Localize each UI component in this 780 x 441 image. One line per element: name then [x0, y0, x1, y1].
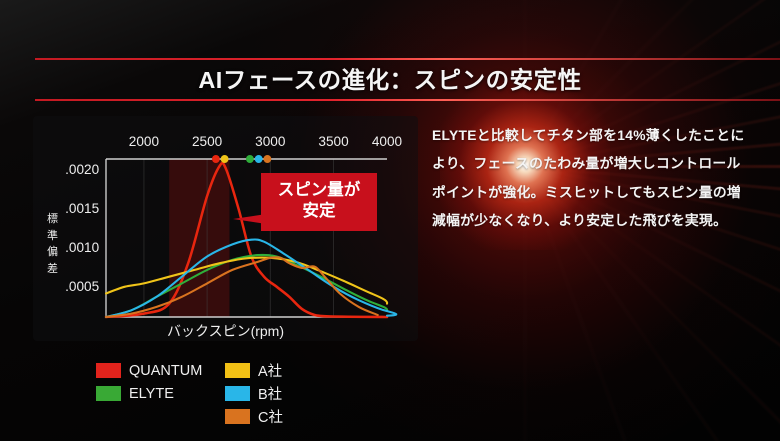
svg-text:.0020: .0020 [65, 162, 99, 177]
svg-text:.0010: .0010 [65, 240, 99, 255]
svg-text:4000: 4000 [372, 134, 403, 149]
svg-text:.0005: .0005 [65, 279, 99, 294]
svg-text:2500: 2500 [192, 134, 223, 149]
svg-text:3500: 3500 [318, 134, 349, 149]
svg-text:2000: 2000 [129, 134, 160, 149]
svg-text:.0015: .0015 [65, 201, 99, 216]
svg-text:3000: 3000 [255, 134, 286, 149]
